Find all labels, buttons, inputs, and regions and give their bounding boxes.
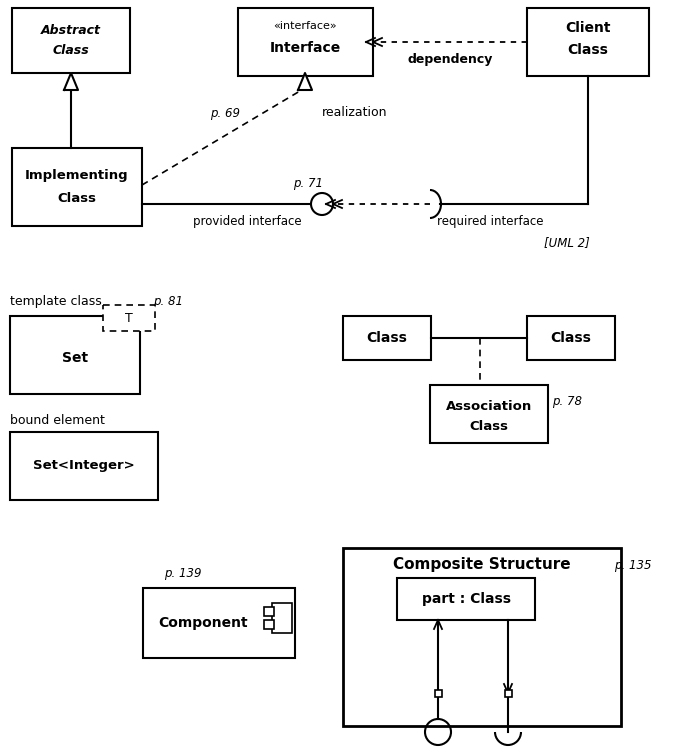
Text: Class: Class: [366, 331, 408, 345]
FancyBboxPatch shape: [527, 8, 649, 76]
Text: Implementing: Implementing: [25, 169, 129, 182]
Text: Interface: Interface: [269, 41, 341, 55]
FancyBboxPatch shape: [397, 578, 535, 620]
Text: provided interface: provided interface: [193, 215, 302, 229]
Polygon shape: [298, 73, 312, 90]
FancyBboxPatch shape: [343, 548, 621, 726]
FancyBboxPatch shape: [435, 690, 442, 697]
Text: Class: Class: [550, 331, 592, 345]
FancyBboxPatch shape: [527, 316, 615, 360]
Text: bound element: bound element: [10, 413, 105, 427]
FancyBboxPatch shape: [10, 432, 158, 500]
FancyBboxPatch shape: [12, 148, 142, 226]
Text: part : Class: part : Class: [422, 592, 510, 606]
Text: p. 139: p. 139: [165, 566, 202, 580]
Text: Abstract: Abstract: [41, 23, 101, 37]
FancyBboxPatch shape: [238, 8, 373, 76]
Text: Class: Class: [58, 191, 97, 205]
Text: Component: Component: [158, 616, 248, 630]
Text: dependency: dependency: [408, 53, 493, 67]
FancyBboxPatch shape: [143, 588, 295, 658]
Text: p. 71: p. 71: [293, 176, 323, 190]
Text: Set<Integer>: Set<Integer>: [33, 460, 135, 472]
Text: required interface: required interface: [437, 215, 544, 229]
Text: [UML 2]: [UML 2]: [544, 236, 590, 250]
FancyBboxPatch shape: [264, 607, 274, 616]
Text: p. 69: p. 69: [210, 106, 240, 119]
FancyBboxPatch shape: [10, 316, 140, 394]
Text: «interface»: «interface»: [274, 21, 337, 31]
Text: Class: Class: [53, 44, 89, 56]
Text: Composite Structure: Composite Structure: [393, 557, 571, 572]
FancyBboxPatch shape: [12, 8, 130, 73]
FancyBboxPatch shape: [103, 305, 155, 331]
Text: Association: Association: [446, 400, 532, 412]
Text: Class: Class: [470, 419, 508, 433]
FancyBboxPatch shape: [430, 385, 548, 443]
Text: Client: Client: [565, 21, 611, 35]
Text: p. 78: p. 78: [552, 395, 582, 409]
Text: realization: realization: [322, 106, 387, 119]
Polygon shape: [64, 73, 78, 90]
FancyBboxPatch shape: [505, 690, 512, 697]
FancyBboxPatch shape: [343, 316, 431, 360]
Text: Class: Class: [567, 43, 609, 57]
Text: T: T: [125, 311, 133, 325]
Text: p. 81: p. 81: [153, 296, 183, 308]
FancyBboxPatch shape: [272, 603, 292, 633]
Text: template class: template class: [10, 296, 102, 308]
Text: Set: Set: [62, 351, 88, 365]
FancyBboxPatch shape: [264, 620, 274, 629]
Text: p. 135: p. 135: [614, 559, 652, 572]
